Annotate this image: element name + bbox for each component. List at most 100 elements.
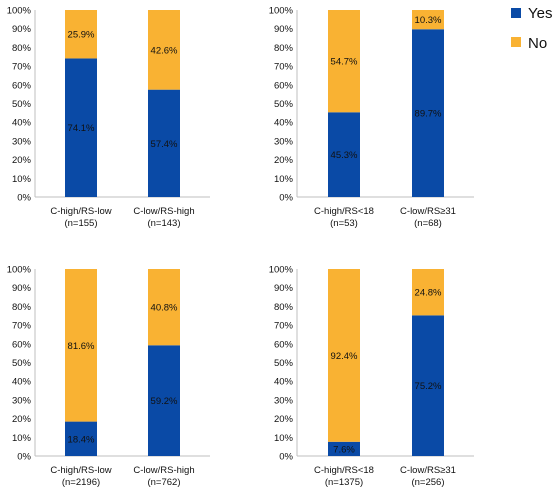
- legend-swatch-yes: [511, 8, 521, 18]
- y-tick-label: 30%: [274, 395, 294, 406]
- y-tick-label: 50%: [274, 99, 294, 110]
- category-count-label: (n=155): [64, 218, 97, 229]
- y-tick-label: 40%: [274, 118, 294, 129]
- data-label: 10.3%: [415, 15, 442, 26]
- legend: Yes No: [511, 5, 552, 52]
- y-tick-label: 40%: [12, 118, 32, 129]
- y-tick-label: 0%: [17, 193, 31, 204]
- data-label: 24.8%: [415, 288, 442, 299]
- bar-no-1: [65, 269, 97, 422]
- y-tick-label: 20%: [12, 414, 32, 425]
- y-tick-label: 100%: [269, 265, 294, 276]
- category-count-label: (n=53): [330, 218, 358, 229]
- y-tick-label: 80%: [274, 43, 294, 54]
- y-tick-label: 40%: [12, 377, 32, 388]
- category-label: C-low/RS≥31: [400, 465, 456, 476]
- legend-label-yes: Yes: [528, 5, 552, 22]
- y-tick-label: 20%: [12, 155, 32, 166]
- data-label: 40.8%: [151, 303, 178, 314]
- y-tick-label: 30%: [12, 136, 32, 147]
- y-tick-label: 50%: [12, 358, 32, 369]
- data-label: 81.6%: [68, 341, 95, 352]
- y-tick-label: 80%: [12, 302, 32, 313]
- bar-yes-1: [328, 112, 360, 197]
- category-label: C-high/RS<18: [314, 465, 374, 476]
- y-tick-label: 100%: [269, 6, 294, 17]
- y-tick-label: 70%: [12, 62, 32, 73]
- y-tick-label: 80%: [274, 302, 294, 313]
- bar-yes-2: [412, 29, 444, 197]
- y-tick-label: 90%: [274, 24, 294, 35]
- y-tick-label: 0%: [279, 452, 293, 463]
- bar-yes-2: [148, 345, 180, 456]
- chart-panel-2: 0% 10% 20% 30% 40% 50% 60% 70% 80% 90% 100% 45.3% 54…: [269, 6, 474, 229]
- data-label: 25.9%: [68, 30, 95, 41]
- bar-no-2: [412, 10, 444, 30]
- y-tick-label: 60%: [12, 339, 32, 350]
- category-label: C-low/RS≥31: [400, 206, 456, 217]
- category-count-label: (n=143): [147, 218, 180, 229]
- chart-panel-1: 0% 10% 20% 30% 40% 50% 60% 70% 80% 90% 100% 74.1% 25…: [7, 6, 210, 229]
- y-tick-label: 10%: [12, 433, 32, 444]
- bar-yes-1: [65, 421, 97, 456]
- y-tick-label: 10%: [274, 433, 294, 444]
- y-tick-label: 80%: [12, 43, 32, 54]
- data-label: 54.7%: [331, 57, 358, 68]
- y-tick-label: 50%: [274, 358, 294, 369]
- data-label: 57.4%: [151, 139, 178, 150]
- bar-no-2: [412, 269, 444, 316]
- data-label: 7.6%: [333, 444, 355, 455]
- bar-yes-2: [412, 315, 444, 456]
- y-tick-label: 100%: [7, 6, 32, 17]
- y-tick-label: 70%: [12, 321, 32, 332]
- y-tick-label: 90%: [274, 283, 294, 294]
- chart-panel-3: 0% 10% 20% 30% 40% 50% 60% 70% 80% 90% 100% 18.4% 81…: [7, 265, 210, 488]
- bar-yes-1: [328, 441, 360, 456]
- category-count-label: (n=68): [414, 218, 442, 229]
- category-label: C-high/RS<18: [314, 206, 374, 217]
- data-label: 89.7%: [415, 109, 442, 120]
- y-tick-label: 90%: [12, 283, 32, 294]
- category-count-label: (n=762): [147, 477, 180, 488]
- data-label: 74.1%: [68, 123, 95, 134]
- data-label: 18.4%: [68, 434, 95, 445]
- category-count-label: (n=256): [411, 477, 444, 488]
- bar-no-1: [328, 269, 360, 442]
- category-label: C-high/RS-low: [50, 206, 111, 217]
- y-tick-label: 70%: [274, 62, 294, 73]
- chart-panel-4: 0% 10% 20% 30% 40% 50% 60% 70% 80% 90% 100% 7.6% 92.…: [269, 265, 474, 488]
- y-tick-label: 10%: [12, 174, 32, 185]
- data-label: 75.2%: [415, 381, 442, 392]
- category-label: C-low/RS-high: [133, 206, 194, 217]
- bar-no-1: [328, 10, 360, 113]
- y-tick-label: 20%: [274, 414, 294, 425]
- data-label: 92.4%: [331, 351, 358, 362]
- bar-no-2: [148, 269, 180, 346]
- y-tick-label: 100%: [7, 265, 32, 276]
- category-count-label: (n=1375): [325, 477, 363, 488]
- y-tick-label: 0%: [17, 452, 31, 463]
- bar-yes-2: [148, 89, 180, 197]
- data-label: 42.6%: [151, 45, 178, 56]
- category-count-label: (n=2196): [62, 477, 100, 488]
- y-tick-label: 30%: [274, 136, 294, 147]
- y-tick-label: 20%: [274, 155, 294, 166]
- y-tick-label: 60%: [274, 80, 294, 91]
- bar-no-2: [148, 10, 180, 90]
- category-label: C-high/RS-low: [50, 465, 111, 476]
- data-label: 45.3%: [331, 150, 358, 161]
- data-label: 59.2%: [151, 396, 178, 407]
- y-tick-label: 30%: [12, 395, 32, 406]
- legend-swatch-no: [511, 37, 521, 47]
- y-tick-label: 10%: [274, 174, 294, 185]
- y-tick-label: 40%: [274, 377, 294, 388]
- y-tick-label: 60%: [274, 339, 294, 350]
- y-tick-label: 50%: [12, 99, 32, 110]
- category-label: C-low/RS-high: [133, 465, 194, 476]
- bar-no-1: [65, 10, 97, 59]
- legend-label-no: No: [528, 35, 547, 52]
- y-tick-label: 90%: [12, 24, 32, 35]
- y-tick-label: 60%: [12, 80, 32, 91]
